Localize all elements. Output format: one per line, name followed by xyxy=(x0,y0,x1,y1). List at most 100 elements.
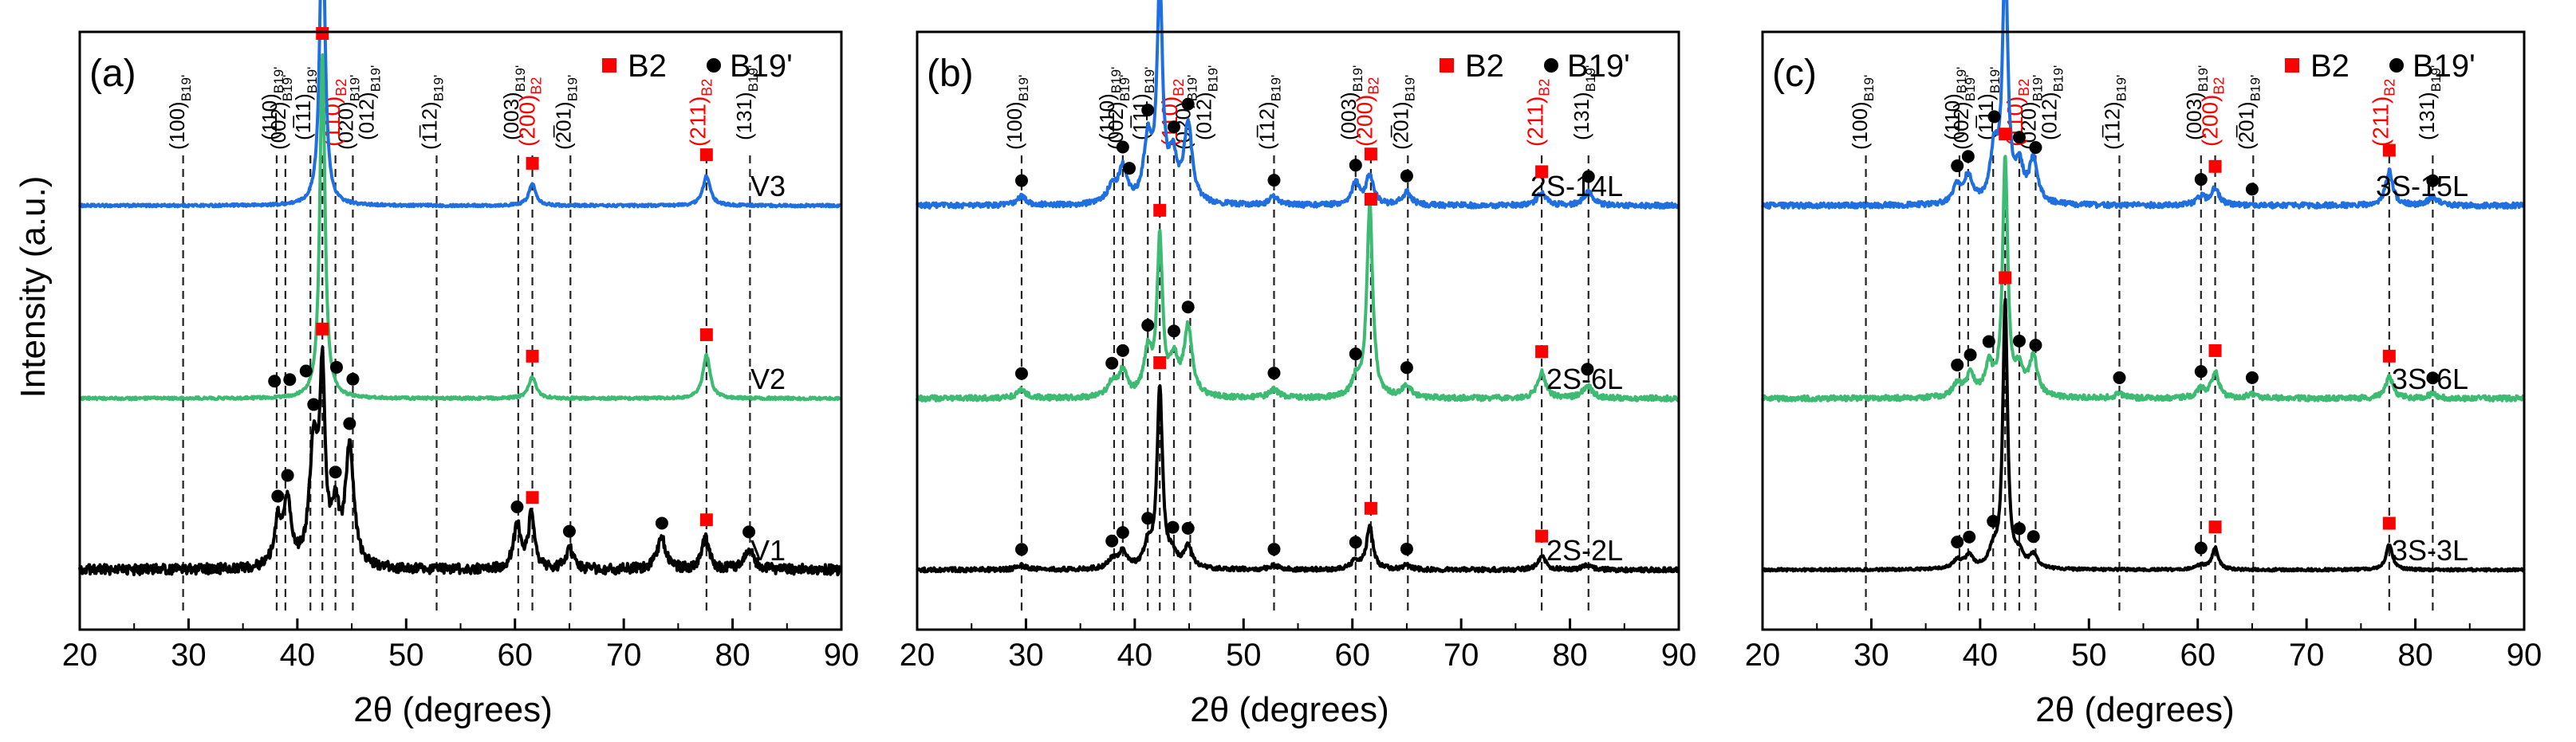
panel-3-xtick-label-3: 50 xyxy=(2071,638,2107,673)
panel-b-label: (b) xyxy=(927,53,974,95)
panel-1-xtick-label-0: 20 xyxy=(62,638,98,673)
panel-2-b2-marker-0-2 xyxy=(1535,165,1549,179)
panel-3-series-3S-3L xyxy=(1761,297,2525,573)
panel-2-b19-annotation-2: (002)B19' xyxy=(1104,75,1132,150)
panel-2-xtick-label-2: 40 xyxy=(1117,638,1153,673)
panel-1-b19-marker-0-0 xyxy=(268,375,282,388)
panel-3-b19-marker-2-2 xyxy=(1987,514,2000,528)
panel-2-b2-marker-1-2 xyxy=(1535,345,1549,359)
panel-1-b19-marker-1-7 xyxy=(655,516,668,530)
panel-1-b19-annotation-3: (1̅11)B19' xyxy=(291,67,320,140)
panel-3-b19-marker-0-7 xyxy=(2426,174,2440,187)
panel-2-b19-marker-1-2 xyxy=(1116,344,1129,357)
panel-3-b2-marker-1-2 xyxy=(2382,349,2396,363)
panel-3-b2-marker-1-1 xyxy=(2208,344,2222,357)
panel-2-b19-marker-0-0 xyxy=(1014,174,1028,187)
panel-1-b2-marker-0-1 xyxy=(526,156,539,170)
panel-2-b2-marker-1-0 xyxy=(1153,203,1167,217)
panel-2-xtick-label-5: 70 xyxy=(1444,638,1479,673)
panel-1-series-V1 xyxy=(78,345,843,577)
panel-3-b19-annotation-7: (003)B19' xyxy=(2182,65,2211,140)
panel-3-b19-annotation-5: (012)B19' xyxy=(2037,65,2066,140)
panel-1-b19-annotation-7: (003)B19' xyxy=(499,65,528,140)
panel-3-b2-marker-2-1 xyxy=(2208,520,2222,534)
panel-a: (a) 2θ (degrees) (100)B19' (110)B19'(002)… xyxy=(62,0,860,729)
panel-3-b19-marker-2-0 xyxy=(1951,536,1964,549)
panel-1-b2-marker-1-1 xyxy=(526,349,539,363)
panel-3-b2-marker-0-2 xyxy=(2382,143,2396,157)
panel-1-b19-annotation-5: (012)B19' xyxy=(354,65,383,140)
panel-1-b2-marker-0-2 xyxy=(699,148,713,162)
panel-1-b2-marker-2-0 xyxy=(316,322,329,336)
panel-3-series-label-0: 3S-15L xyxy=(2376,170,2468,202)
panel-1-legend-b19-marker xyxy=(707,58,721,73)
panel-2-series-2S-6L xyxy=(916,200,1680,402)
panel-3-b19-marker-2-1 xyxy=(1963,530,1976,544)
panel-1-xtick-label-2: 40 xyxy=(280,638,316,673)
panel-3-b19-marker-1-6 xyxy=(2194,365,2208,379)
panel-2-b2-annotation-2: (211)B2 xyxy=(1522,79,1552,147)
panel-2-b19-marker-1-1 xyxy=(1105,356,1119,370)
panel-3-b19-marker-1-8 xyxy=(2426,371,2440,385)
panel-2-b19-marker-2-2 xyxy=(1116,526,1129,540)
panel-1-b2-annotation-2: (211)B2 xyxy=(685,79,715,147)
panel-2-series-label-2: 2S-2L xyxy=(1546,534,1623,567)
panel-3-b19-annotation-9: (131)B19' xyxy=(2415,65,2444,140)
panel-3-b2-marker-2-2 xyxy=(2382,516,2396,530)
panel-2-b19-annotation-5: (012)B19' xyxy=(1191,65,1220,140)
panel-1-xtick-label-3: 50 xyxy=(388,638,424,673)
panel-a-xlabel: 2θ (degrees) xyxy=(353,690,552,729)
panel-3-b19-annotation-6: (1̅12)B19' xyxy=(2100,75,2129,150)
panel-2-xtick-label-3: 50 xyxy=(1226,638,1262,673)
panel-2-b19-marker-0-5 xyxy=(1181,97,1195,111)
panel-b: (b) 2θ (degrees) (100)B19' (110)B19'(002)… xyxy=(900,0,1696,729)
panel-3-series-3S-6L xyxy=(1761,155,2526,402)
panel-1-legend-b2-marker xyxy=(602,58,616,73)
panel-2-b19-marker-2-3 xyxy=(1141,512,1155,525)
panel-2-b19-marker-2-4 xyxy=(1166,520,1180,534)
panel-1-b19-annotation-2: (002)B19' xyxy=(266,75,295,150)
panel-2-series-2S-14L xyxy=(916,0,1680,210)
panel-1-b19-marker-1-6 xyxy=(562,524,576,538)
panel-3-b19-annotation-8: (2̅01)B19' xyxy=(2234,75,2263,150)
panel-3-b19-annotation-2: (002)B19' xyxy=(1949,75,1978,150)
panel-1-legend-b19-label: B19' xyxy=(730,49,793,84)
panel-2-b2-marker-2-2 xyxy=(1535,529,1549,543)
panel-3-legend-b19-marker xyxy=(2389,58,2404,73)
panel-1-xtick-label-7: 90 xyxy=(824,638,860,673)
panel-1-b19-annotation-9: (131)B19' xyxy=(732,65,761,140)
panel-3-b2-annotation-1: (200)B2 xyxy=(2197,77,2227,147)
panel-3-b2-marker-2-0 xyxy=(1999,271,2012,285)
panel-1-b19-marker-1-5 xyxy=(510,500,524,513)
panel-1-b19-marker-0-1 xyxy=(283,373,297,387)
panel-1-b19-annotation-1: (110)B19' xyxy=(258,67,286,140)
panel-3-b2-annotation-2: (211)B2 xyxy=(2368,79,2397,147)
panel-1-b19-marker-0-4 xyxy=(346,372,360,386)
y-axis-label: Intensity (a.u.) xyxy=(14,176,53,398)
panel-3-b19-marker-0-6 xyxy=(2245,183,2259,196)
panel-1-b2-marker-1-0 xyxy=(316,26,329,40)
panel-3-legend-b2-label: B2 xyxy=(2310,49,2350,84)
panel-2-b19-marker-2-8 xyxy=(1400,542,1413,556)
panel-2-b19-marker-0-4 xyxy=(1167,120,1180,134)
panel-2-legend-b2-label: B2 xyxy=(1465,49,1504,84)
panel-1-b19-marker-0-2 xyxy=(299,364,313,378)
panel-1-frame xyxy=(78,30,843,631)
panel-2-b19-annotation-7: (003)B19' xyxy=(1337,65,1365,140)
panel-2-b19-marker-0-2 xyxy=(1123,162,1136,175)
panel-1-b19-marker-1-2 xyxy=(307,398,321,411)
panel-2-b19-marker-0-6 xyxy=(1267,174,1281,187)
panel-2-xtick-label-6: 80 xyxy=(1552,638,1588,673)
panel-1-b19-annotation-0: (100)B19' xyxy=(165,75,194,150)
panel-1-b2-marker-2-2 xyxy=(699,513,713,527)
panel-2-b19-annotation-9: (131)B19' xyxy=(1570,65,1598,140)
panel-2-b19-marker-2-6 xyxy=(1267,543,1281,556)
panel-2-legend-b19-marker xyxy=(1544,58,1558,73)
panel-3-b19-annotation-0: (100)B19' xyxy=(1848,75,1877,150)
panel-1-legend-b2-label: B2 xyxy=(628,49,667,84)
panel-3-b19-marker-0-5 xyxy=(2194,173,2208,186)
panel-2-b2-marker-2-0 xyxy=(1153,355,1167,369)
panel-2-b19-annotation-3: (1̅11)B19' xyxy=(1128,67,1157,140)
panel-2-b2-annotation-1: (200)B2 xyxy=(1352,77,1381,147)
